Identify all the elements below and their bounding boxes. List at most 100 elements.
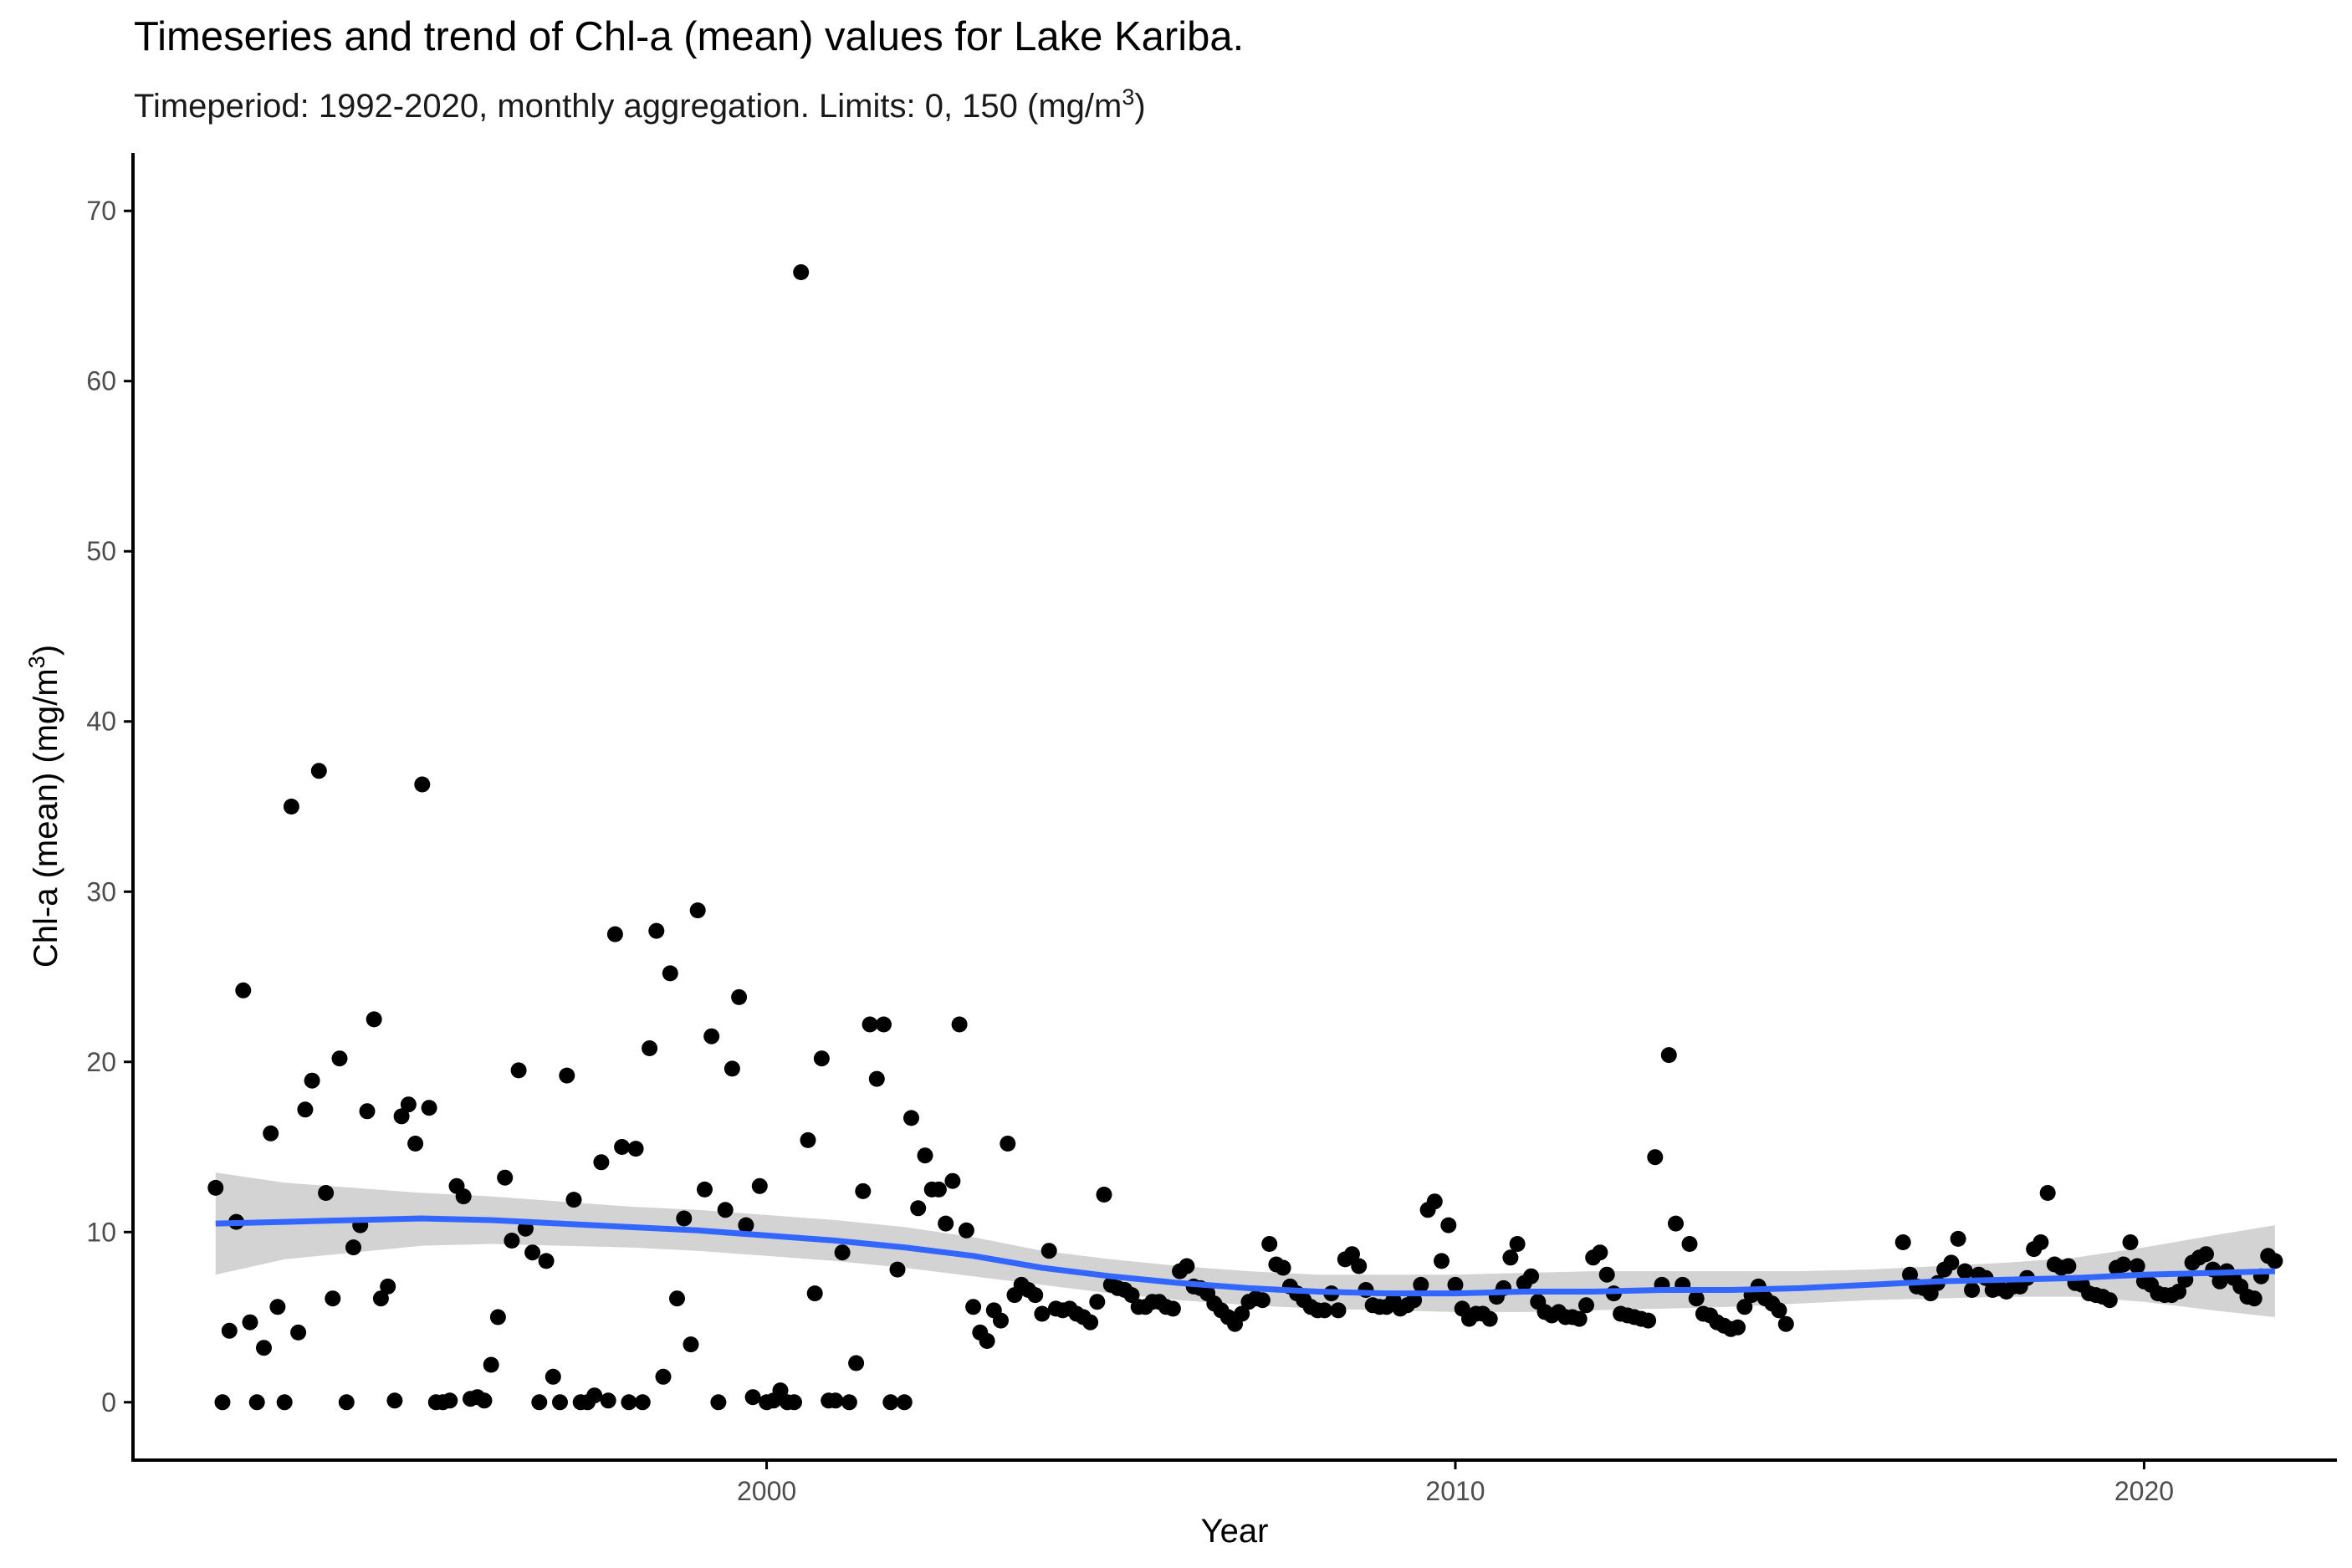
- chart-subtitle-suffix: ): [1134, 88, 1145, 125]
- data-point: [751, 1177, 768, 1194]
- data-point: [269, 1299, 286, 1315]
- data-point: [1440, 1217, 1457, 1233]
- data-point: [538, 1253, 555, 1269]
- data-point: [1688, 1290, 1705, 1307]
- data-point: [855, 1182, 872, 1199]
- data-point: [207, 1179, 224, 1196]
- data-point: [1956, 1263, 1973, 1279]
- data-point: [263, 1125, 279, 1142]
- data-point: [723, 1060, 740, 1077]
- trend-line-layer: [215, 1215, 2275, 1297]
- data-point: [400, 1096, 417, 1113]
- data-point: [1502, 1249, 1519, 1266]
- chart-subtitle-superscript: 3: [1122, 84, 1134, 110]
- data-point: [1447, 1276, 1464, 1293]
- data-point: [606, 926, 623, 942]
- data-point: [489, 1309, 506, 1325]
- y-axis-title-suffix: ): [28, 645, 64, 656]
- data-point: [731, 988, 748, 1005]
- data-point: [1426, 1193, 1443, 1210]
- data-point: [806, 1285, 823, 1302]
- y-tick-label: 0: [101, 1387, 116, 1417]
- data-point: [304, 1072, 320, 1089]
- data-point: [235, 982, 252, 999]
- chart-subtitle: Timeperiod: 1992-2020, monthly aggregati…: [134, 84, 1146, 125]
- data-point: [318, 1185, 335, 1201]
- data-point: [1434, 1253, 1450, 1269]
- data-point: [221, 1322, 238, 1339]
- y-axis-ticks: 0 10 20 30 40 50 60 70: [86, 196, 133, 1417]
- data-point: [1123, 1287, 1140, 1304]
- data-point: [380, 1278, 396, 1295]
- data-point: [1771, 1302, 1787, 1319]
- data-point: [717, 1202, 734, 1218]
- data-point: [1647, 1149, 1664, 1166]
- data-point: [634, 1394, 651, 1411]
- data-point: [1275, 1259, 1291, 1276]
- data-point: [862, 1016, 878, 1033]
- data-point: [1330, 1302, 1347, 1319]
- data-point: [2060, 1258, 2077, 1274]
- data-point: [593, 1154, 610, 1171]
- data-point: [256, 1340, 272, 1356]
- y-axis-title-superscript: 3: [24, 656, 49, 668]
- data-point: [800, 1131, 816, 1148]
- data-point: [545, 1368, 561, 1385]
- chart-title: Timeseries and trend of Chl-a (mean) val…: [134, 14, 1244, 59]
- data-point: [965, 1299, 982, 1315]
- data-point: [1964, 1282, 1981, 1298]
- y-tick-label: 70: [86, 196, 116, 226]
- data-point: [662, 965, 678, 982]
- data-point: [455, 1188, 472, 1205]
- data-point: [1096, 1187, 1112, 1203]
- y-tick-label: 20: [86, 1047, 116, 1077]
- data-point: [331, 1050, 348, 1067]
- data-point: [1261, 1236, 1278, 1252]
- data-point: [958, 1222, 974, 1239]
- data-point: [951, 1016, 968, 1033]
- y-tick-label: 30: [86, 876, 116, 907]
- data-point: [2032, 1234, 2049, 1250]
- data-point: [2115, 1256, 2132, 1273]
- x-axis-title: Year: [1201, 1513, 1269, 1550]
- data-point: [669, 1290, 685, 1307]
- data-point: [1902, 1266, 1918, 1283]
- data-point: [1254, 1292, 1271, 1309]
- data-point: [1571, 1310, 1588, 1327]
- data-point: [2170, 1284, 2187, 1300]
- data-points-layer: [207, 264, 2283, 1411]
- data-point: [242, 1314, 258, 1331]
- data-point: [325, 1290, 341, 1307]
- data-point: [910, 1200, 927, 1217]
- data-point: [504, 1233, 520, 1249]
- data-point: [297, 1101, 314, 1118]
- data-point: [2101, 1292, 2118, 1309]
- y-tick-label: 50: [86, 536, 116, 566]
- data-point: [889, 1261, 906, 1278]
- data-point: [1598, 1266, 1615, 1283]
- data-point: [1034, 1305, 1051, 1322]
- data-point: [882, 1394, 899, 1411]
- data-point: [1317, 1302, 1332, 1319]
- data-point: [738, 1217, 754, 1233]
- data-point: [689, 902, 706, 919]
- data-point: [710, 1394, 727, 1411]
- y-tick-label: 40: [86, 707, 116, 737]
- chart-subtitle-text: Timeperiod: 1992-2020, monthly aggregati…: [134, 88, 1122, 125]
- x-tick-label: 2010: [1425, 1476, 1485, 1506]
- data-point: [586, 1387, 603, 1404]
- data-point: [2198, 1246, 2214, 1263]
- data-point: [552, 1394, 568, 1411]
- data-point: [1082, 1314, 1099, 1331]
- data-point: [621, 1394, 637, 1411]
- y-axis-title: Chl-a (mean) (mg/m3): [24, 645, 64, 968]
- data-point: [1179, 1258, 1195, 1274]
- data-point: [1413, 1276, 1429, 1293]
- data-point: [1164, 1300, 1181, 1317]
- data-point: [476, 1392, 493, 1409]
- data-point: [1592, 1244, 1608, 1261]
- data-point: [642, 1040, 658, 1056]
- data-point: [676, 1210, 693, 1227]
- data-point: [414, 776, 431, 793]
- data-point: [614, 1139, 631, 1155]
